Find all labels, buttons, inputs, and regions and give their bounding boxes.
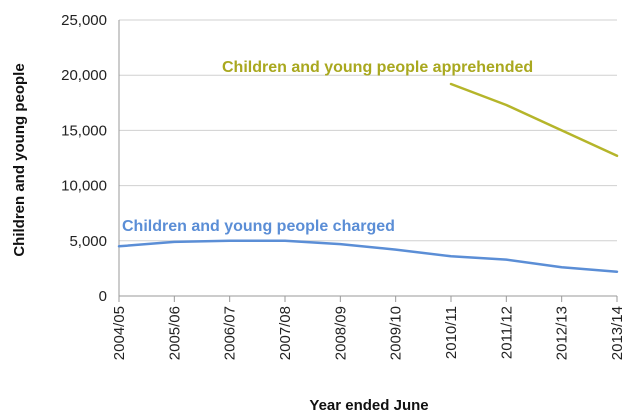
x-tick-label: 2008/09 [332, 306, 349, 360]
y-axis-title: Children and young people [11, 63, 28, 256]
x-axis-title: Year ended June [309, 397, 428, 414]
y-tick-label: 5,000 [69, 233, 107, 250]
series-line-0 [117, 239, 619, 273]
x-tick-label: 2009/10 [388, 306, 405, 360]
gridlines [119, 19, 617, 242]
y-tick-label: 25,000 [61, 12, 107, 29]
axes [118, 20, 618, 302]
x-tick-label: 2007/08 [277, 306, 294, 360]
x-tick-label: 2006/07 [222, 306, 239, 360]
y-tick-label: 20,000 [61, 67, 107, 84]
series-line-1 [449, 82, 619, 158]
y-tick-label: 0 [99, 288, 107, 305]
y-tick-label: 15,000 [61, 122, 107, 139]
x-tick-label: 2012/13 [554, 306, 571, 360]
x-tick-label: 2011/12 [498, 306, 515, 359]
x-tick-label: 2010/11 [443, 306, 460, 359]
series-label-apprehended: Children and young people apprehended [222, 59, 533, 76]
x-tick-label: 2005/06 [166, 306, 183, 360]
series-lines [117, 82, 619, 273]
x-tick-label: 2004/05 [111, 306, 128, 360]
y-tick-labels: 0 5,000 10,000 15,000 20,000 25,000 [61, 12, 107, 305]
x-tick-label: 2013/14 [609, 306, 626, 360]
x-tick-labels: 2004/05 2005/06 2006/07 2007/08 2008/09 2009/… [111, 306, 626, 360]
y-tick-label: 10,000 [61, 178, 107, 195]
series-label-charged: Children and young people charged [122, 218, 395, 235]
